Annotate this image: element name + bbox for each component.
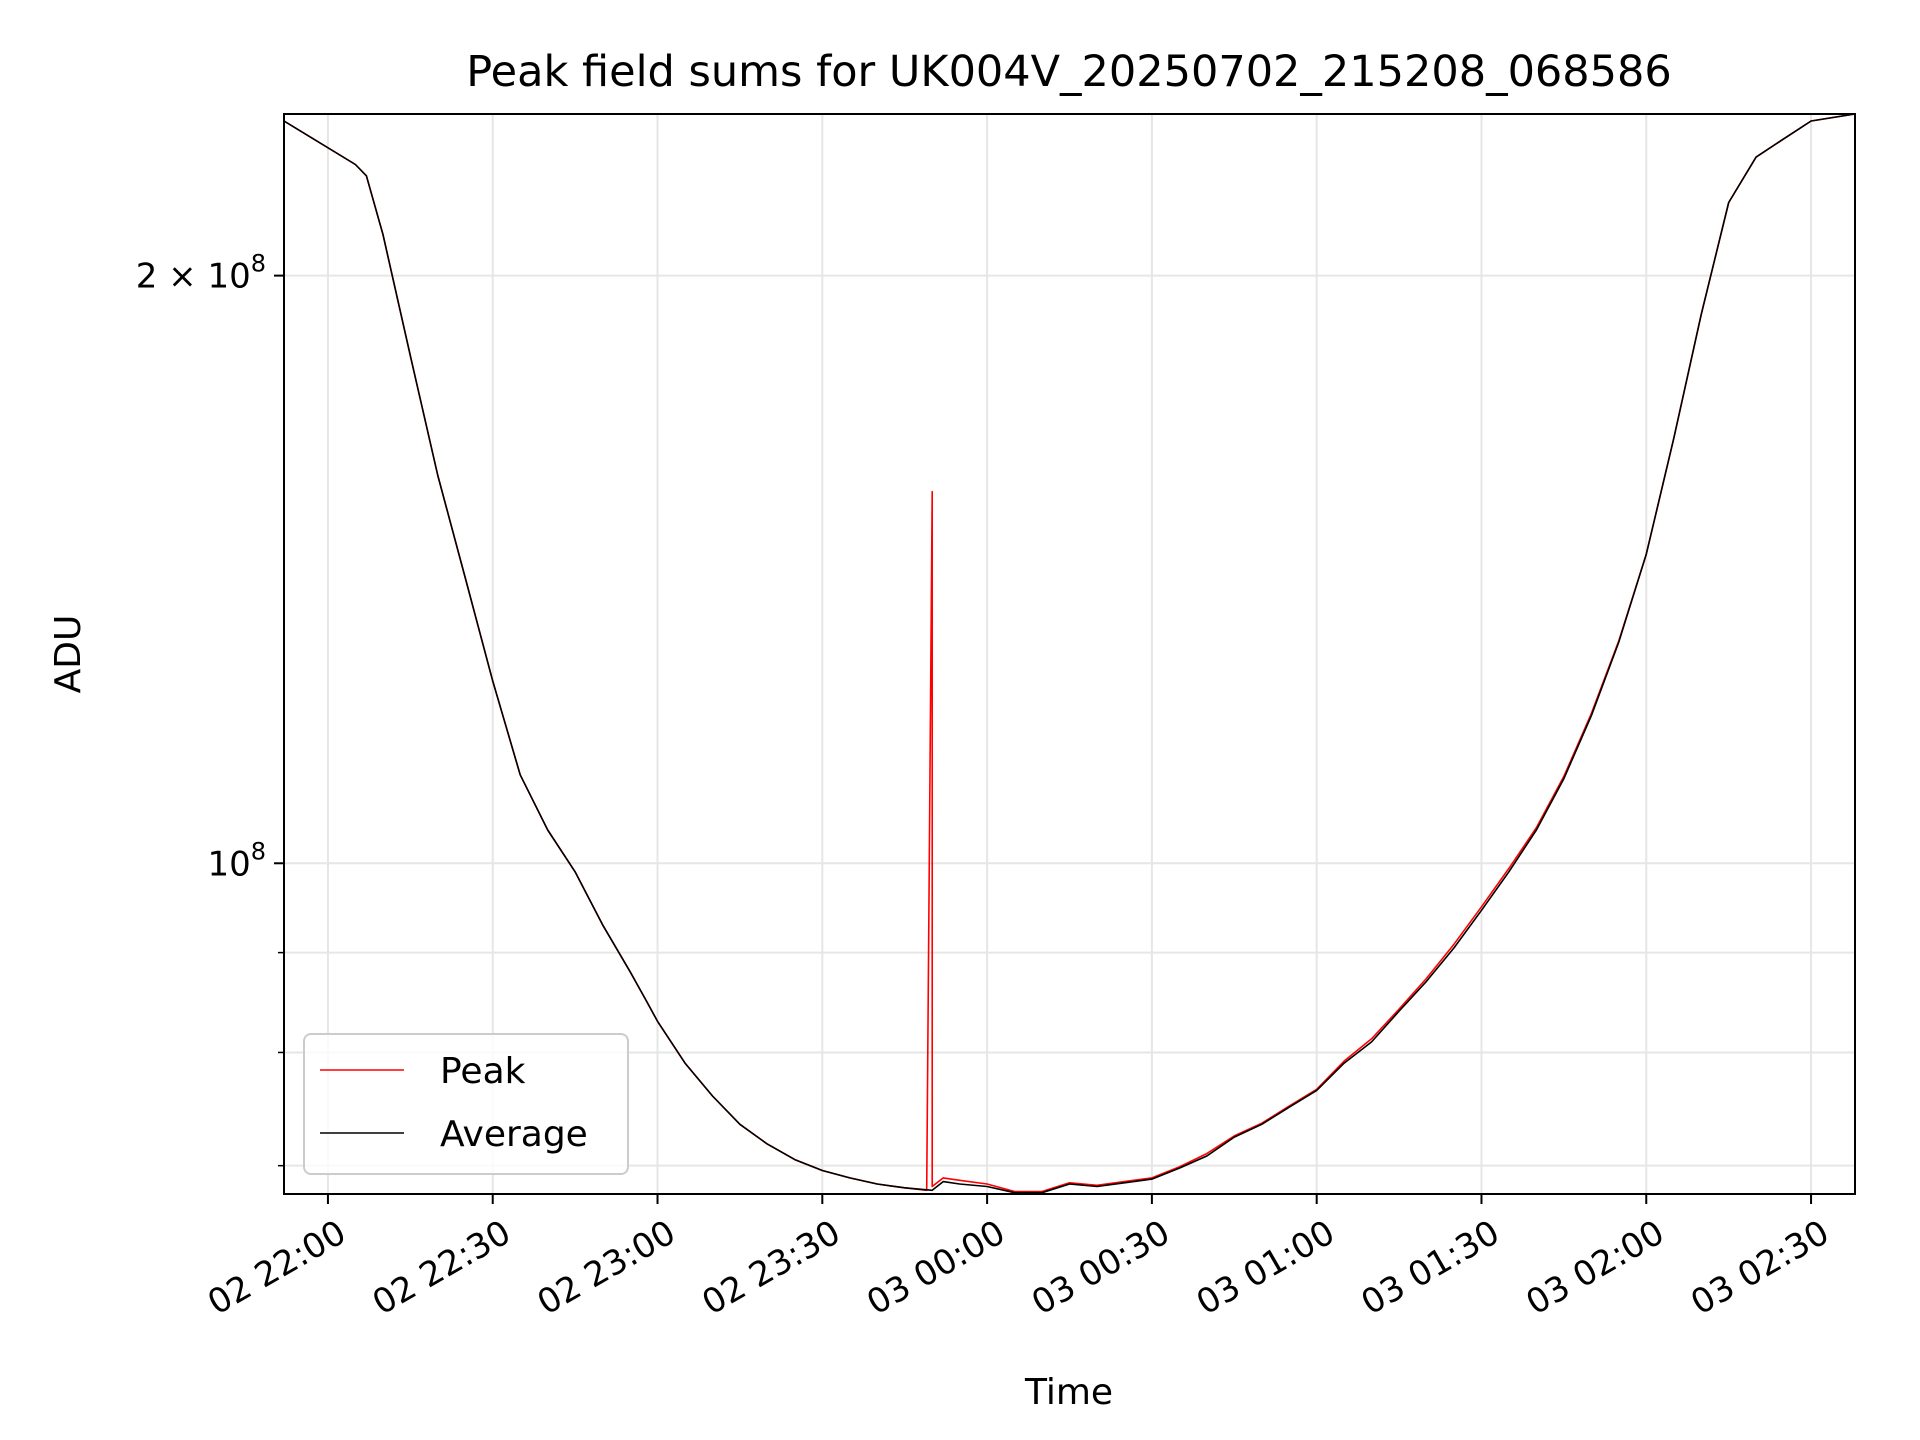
legend: Peak Average [303, 1033, 629, 1175]
legend-label-peak: Peak [440, 1051, 526, 1092]
plot-frame [283, 113, 1856, 1195]
plot-series [284, 114, 1855, 1194]
y-tick-label-base: 10 [207, 844, 250, 884]
y-tick-label-exponent: 8 [251, 837, 266, 865]
x-axis-label: Time [1024, 1372, 1113, 1413]
grid [284, 114, 1855, 1194]
y-tick-label-exponent: 8 [251, 250, 266, 278]
y-tick-label-base: 2 × 10 [136, 257, 251, 297]
legend-box [303, 1033, 629, 1175]
y-tick-label: 2 × 108 [136, 250, 266, 297]
y-tick-label: 108 [207, 837, 266, 884]
series-line-average [284, 114, 1855, 1194]
legend-label-average: Average [440, 1114, 588, 1155]
chart-title: Peak field sums for UK004V_20250702_2152… [466, 47, 1671, 97]
y-axis-label: ADU [48, 615, 89, 694]
